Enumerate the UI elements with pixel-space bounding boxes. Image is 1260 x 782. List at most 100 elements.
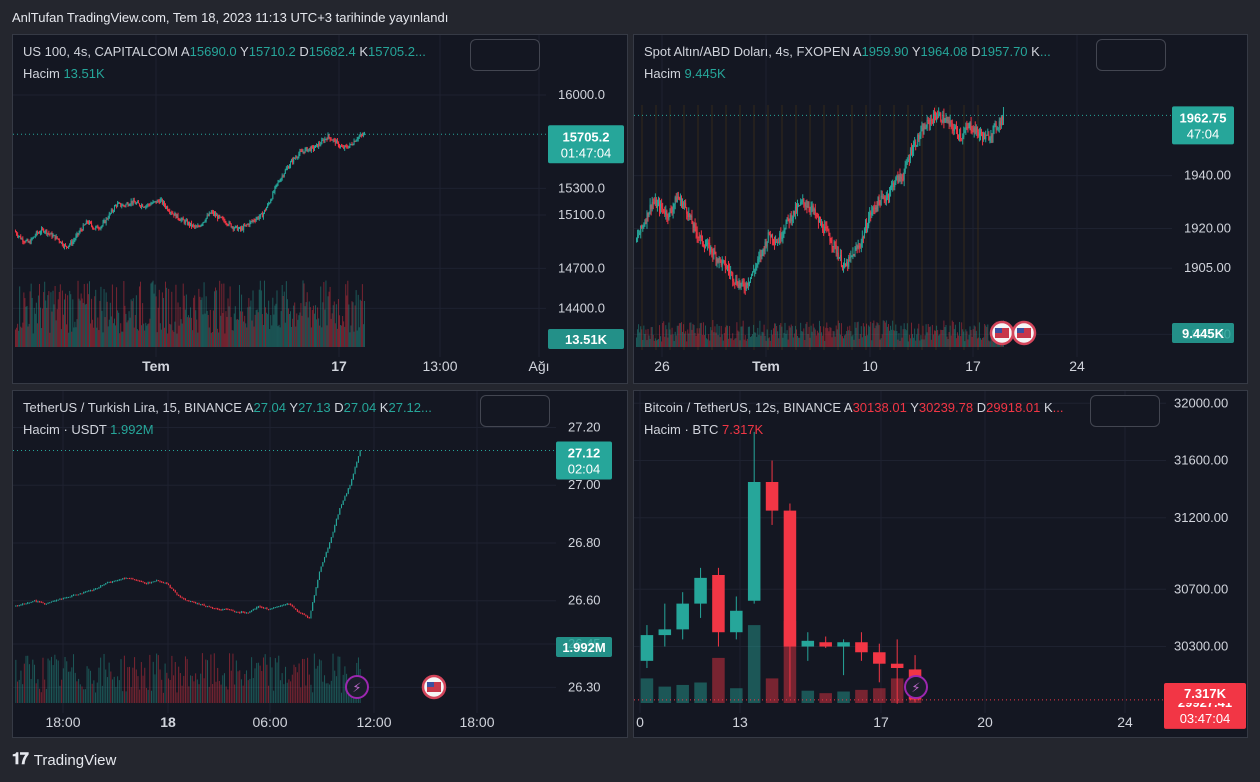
volume-bar — [878, 325, 880, 347]
candle-body — [352, 474, 354, 480]
volume-bar — [44, 281, 46, 347]
candle-body — [55, 236, 57, 240]
candle-body — [300, 612, 302, 614]
volume-badge — [556, 637, 612, 657]
chart-controls-button[interactable] — [1090, 395, 1160, 427]
chart-panel-btcusdt[interactable]: Bitcoin / TetherUS, 12s, BINANCE A30138.… — [633, 390, 1248, 738]
volume-bar — [118, 312, 120, 347]
last-price-badge — [548, 125, 624, 164]
candle-body — [328, 134, 330, 138]
chart-panel-usdttry[interactable]: TetherUS / Turkish Lira, 15, BINANCE A27… — [12, 390, 628, 738]
chart-panel-us100[interactable]: US 100, 4s, CAPITALCOM A15690.0 Y15710.2… — [12, 34, 628, 384]
candle-body — [930, 119, 932, 121]
volume-label: Hacim · BTC — [644, 422, 722, 437]
candle-body — [273, 607, 275, 609]
volume-bar — [656, 339, 658, 347]
volume-bar — [256, 309, 258, 347]
candle-body — [896, 175, 898, 178]
volume-bar — [40, 307, 42, 347]
volume-bar — [668, 322, 670, 347]
candle-body — [749, 277, 751, 282]
volume-bar — [92, 319, 94, 347]
volume-bar — [853, 339, 855, 347]
chart-controls-button[interactable] — [1096, 39, 1166, 71]
candle-body — [816, 215, 818, 217]
candle-body — [722, 260, 724, 262]
volume-bar — [898, 333, 900, 347]
candle-body — [117, 580, 119, 582]
candle-body — [759, 254, 761, 258]
candle-body — [770, 234, 772, 238]
candle-body — [31, 238, 33, 240]
candle-body — [941, 120, 943, 123]
volume-bar — [359, 299, 361, 347]
volume-bar — [717, 335, 719, 347]
candle-body — [164, 582, 166, 584]
volume-bar — [928, 326, 930, 347]
volume-bar — [835, 325, 837, 347]
volume-bar — [153, 293, 155, 347]
candle-body — [275, 184, 277, 187]
candle-body — [799, 205, 801, 207]
candle-body — [25, 603, 27, 605]
candle-body — [257, 217, 259, 219]
chart-panel-gold[interactable]: Spot Altın/ABD Doları, 4s, FXOPEN A1959.… — [633, 34, 1248, 384]
candle-body — [873, 207, 875, 209]
volume-bar — [892, 320, 894, 347]
volume-bar — [35, 302, 37, 347]
candle-body — [837, 252, 839, 259]
volume-bar — [768, 337, 770, 347]
volume-bar — [15, 329, 17, 347]
volume-bar — [801, 690, 815, 703]
candle-body — [922, 128, 924, 135]
candle-body — [173, 213, 175, 216]
volume-bar — [749, 336, 751, 347]
candle-body — [184, 598, 186, 601]
candle-body — [52, 600, 54, 602]
volume-bar — [140, 281, 142, 347]
volume-bar — [56, 659, 58, 703]
candle-body — [729, 269, 731, 273]
candle-body — [974, 127, 976, 134]
candle-body — [943, 114, 945, 123]
volume-bar — [84, 304, 86, 347]
candle-body — [132, 200, 134, 204]
volume-bar — [664, 336, 666, 347]
volume-bar — [901, 337, 903, 347]
ohlc-value-high: 27.13 — [298, 400, 331, 415]
candle-body — [274, 607, 276, 609]
volume-bar — [216, 290, 218, 347]
volume-bar — [130, 687, 132, 703]
volume-bar — [706, 338, 708, 347]
chart-svg: 1940.001920.001905.001880.0026Tem1017241… — [634, 35, 1234, 374]
candle-body — [887, 194, 889, 198]
volume-bar — [837, 320, 839, 347]
volume-bar — [271, 325, 273, 347]
candle-body — [833, 241, 835, 247]
chart-controls-button[interactable] — [480, 395, 550, 427]
volume-bar — [921, 339, 923, 347]
footer-brand[interactable]: 𝟏𝟕 TradingView — [12, 751, 116, 769]
candle-body — [666, 210, 668, 217]
volume-bar — [172, 330, 174, 347]
volume-bar — [230, 317, 232, 347]
candle-body — [156, 200, 158, 203]
volume-bar — [752, 334, 754, 347]
candle-body — [794, 206, 796, 215]
candle-body — [739, 282, 741, 286]
candle-body — [307, 615, 309, 618]
candle-body — [236, 225, 238, 231]
y-tick-label: 27.00 — [568, 477, 601, 492]
candle-body — [656, 203, 658, 208]
candle-body — [793, 210, 795, 215]
candle-body — [143, 206, 145, 208]
candle-body — [240, 227, 242, 230]
candle-body — [736, 279, 738, 285]
volume-bar — [866, 323, 868, 347]
y-tick-label: 27.20 — [568, 419, 601, 434]
volume-bar — [49, 660, 51, 703]
candle-body — [849, 257, 851, 259]
volume-bar — [171, 291, 173, 347]
chart-controls-button[interactable] — [470, 39, 540, 71]
candle-body — [319, 143, 321, 145]
